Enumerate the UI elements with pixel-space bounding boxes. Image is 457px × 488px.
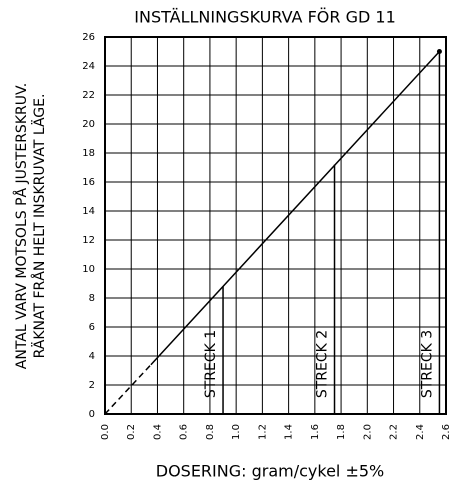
y-tick-label: 4 (89, 351, 95, 362)
end-point (436, 49, 442, 54)
x-tick-label: 0.4 (152, 424, 163, 440)
y-tick-label: 16 (82, 177, 95, 188)
x-tick-label: 0.8 (205, 424, 216, 440)
x-tick-label: 2.2 (389, 424, 400, 440)
y-tick-label: 6 (89, 322, 95, 333)
x-tick-label: 1.8 (336, 424, 347, 440)
x-tick-label: 1.6 (310, 424, 321, 440)
y-axis-label: ANTAL VARV MOTSOLS PÅ JUSTERSKRUV. (13, 83, 30, 369)
curve-line (150, 50, 440, 366)
chart-title: INSTÄLLNINGSKURVA FÖR GD 11 (134, 8, 396, 27)
x-tick-label: 2.0 (362, 424, 373, 440)
x-tick-label: 1.4 (284, 424, 295, 440)
y-axis-label: RÄKNAT FRÅN HELT INSKRUVAT LÄGE. (30, 94, 48, 359)
x-tick-label: 1.0 (231, 424, 242, 440)
y-tick-label: 26 (82, 32, 95, 43)
streck-label: STRECK 1 (203, 330, 219, 398)
streck-label: STRECK 3 (419, 330, 435, 398)
curve-line (104, 364, 152, 415)
y-tick-label: 24 (82, 61, 95, 72)
plot-frame (104, 36, 447, 415)
x-axis-label: DOSERING: gram/cykel ±5% (156, 462, 385, 481)
x-tick-label: 0.0 (100, 424, 111, 440)
y-tick-label: 0 (89, 409, 95, 420)
x-tick-label: 0.6 (179, 424, 190, 440)
streck-label: STRECK 2 (315, 330, 331, 398)
y-tick-label: 10 (82, 264, 95, 275)
y-tick-label: 14 (82, 206, 95, 217)
y-tick-label: 18 (82, 148, 95, 159)
y-tick-label: 22 (82, 90, 95, 101)
x-tick-label: 2.6 (441, 424, 452, 440)
y-tick-label: 2 (89, 380, 95, 391)
x-tick-label: 1.2 (257, 424, 268, 440)
y-tick-label: 20 (82, 119, 95, 130)
y-tick-label: 8 (89, 293, 95, 304)
x-tick-label: 0.2 (126, 424, 137, 440)
y-tick-label: 12 (82, 235, 95, 246)
x-tick-label: 2.4 (415, 424, 426, 440)
